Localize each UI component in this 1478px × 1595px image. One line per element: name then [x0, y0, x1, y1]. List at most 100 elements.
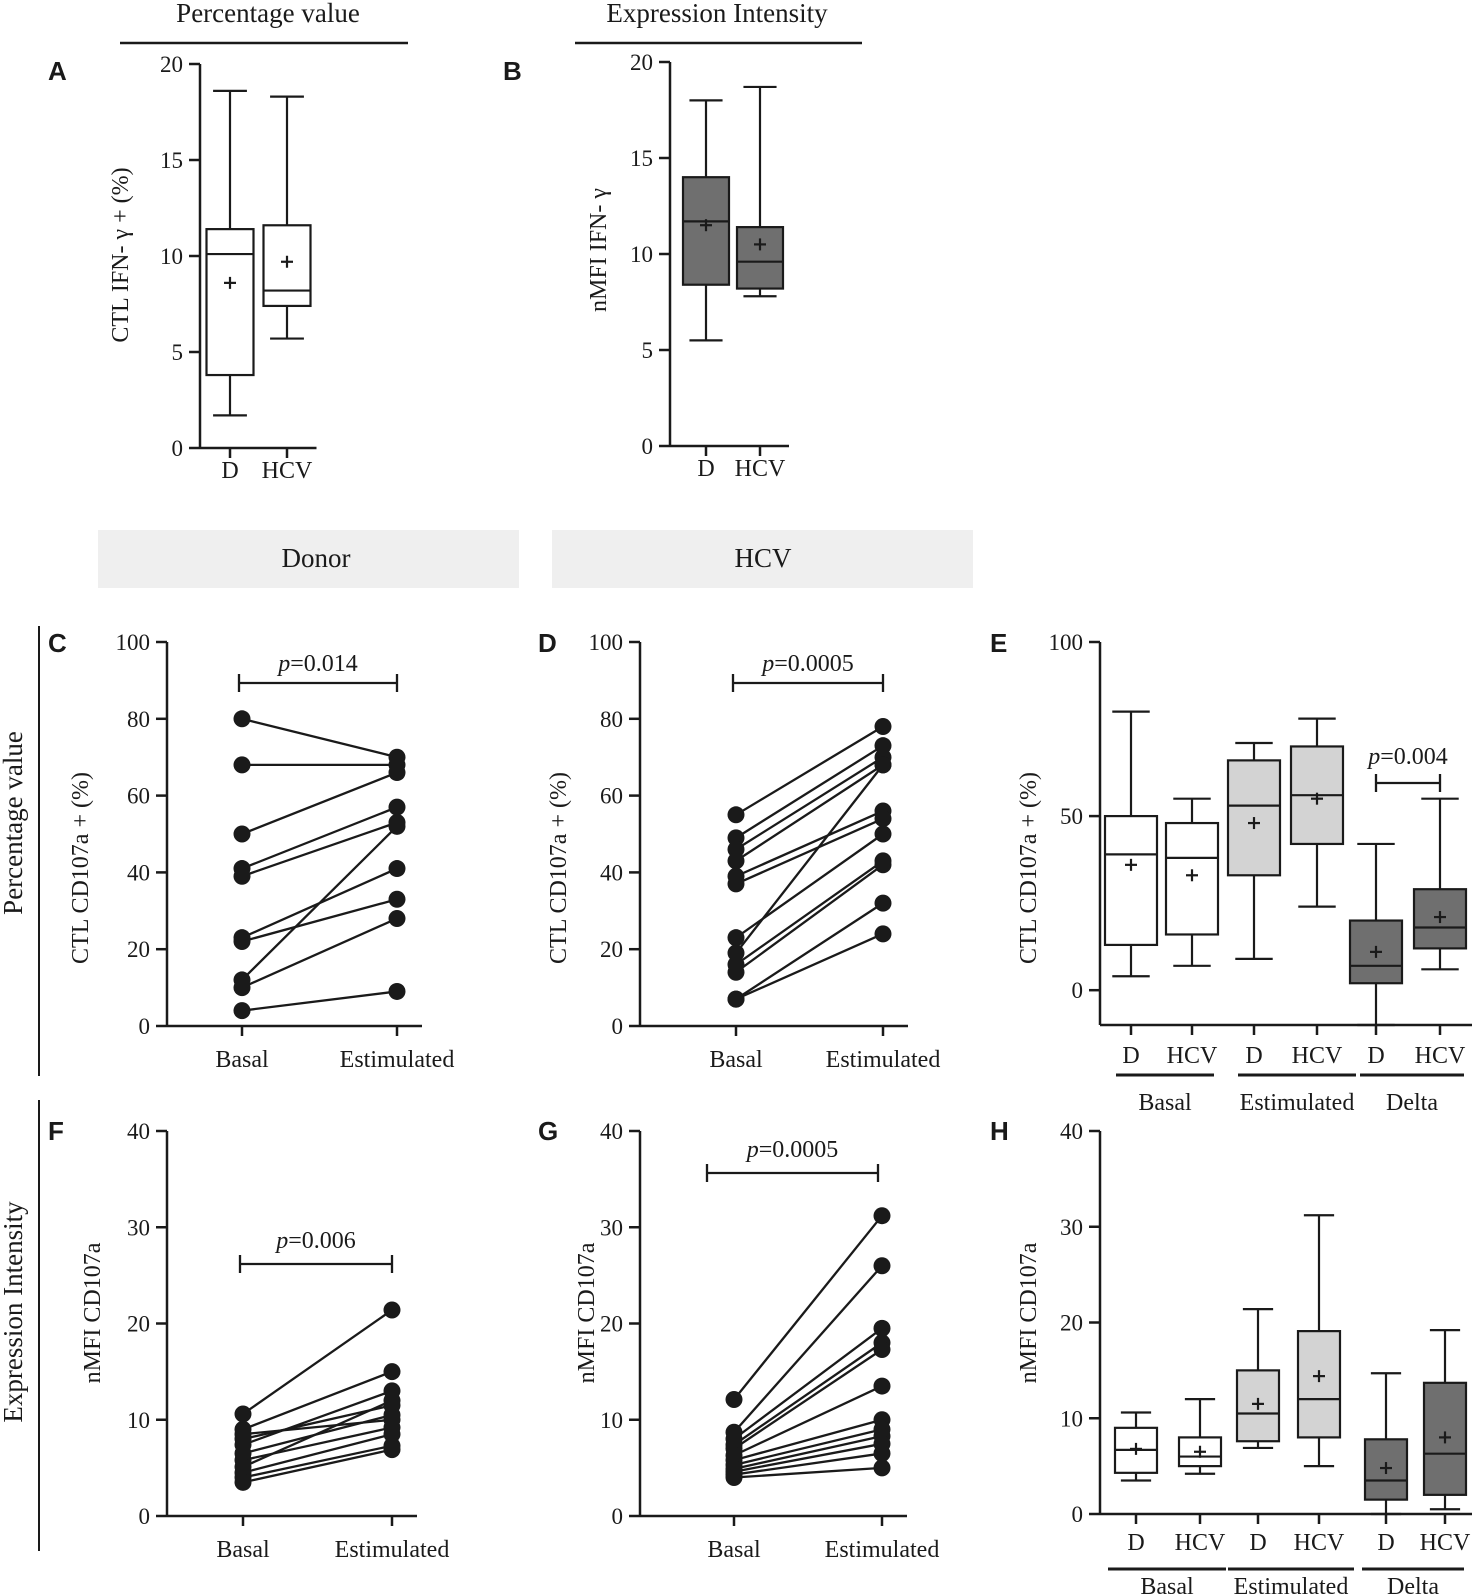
point-basal: [233, 1002, 251, 1020]
chart-E: E 0 50 100 CTL CD107a + (%) D HCV D HCV D HCV Basal…: [990, 628, 1472, 1116]
point-estimulated: [388, 860, 406, 878]
p-symbol: p: [1366, 744, 1380, 770]
point-basal: [727, 852, 745, 870]
pair-line: [735, 756, 884, 851]
x-tick-label: HCV: [1415, 1043, 1466, 1069]
p-value: =0.004: [1380, 744, 1448, 770]
x-tick-label: Basal: [216, 1537, 270, 1563]
pair-line: [733, 1348, 883, 1450]
point-estimulated: [873, 1459, 891, 1477]
pair-line: [241, 990, 398, 1012]
point-estimulated: [873, 1444, 891, 1462]
row-label-intensity: Expression Intensity: [0, 1201, 28, 1423]
x-tick-label: Basal: [215, 1047, 269, 1073]
group-label: Basal: [1138, 1090, 1192, 1116]
x-tick-label: HCV: [735, 456, 786, 482]
pair-line: [242, 1309, 393, 1415]
x-tick-label: HCV: [1175, 1530, 1226, 1556]
x-tick-label: D: [1377, 1530, 1394, 1556]
y-tick-label: 80: [127, 707, 150, 732]
panel-letter-D: D: [538, 628, 557, 658]
point-estimulated: [874, 856, 892, 874]
x-tick-label: Estimulated: [825, 1537, 940, 1563]
x-tick-label: D: [1122, 1043, 1139, 1069]
donor-band-label: Donor: [282, 543, 351, 573]
box-hcv: [735, 85, 785, 298]
hcv-band: [552, 530, 973, 588]
panel-letter-E: E: [990, 628, 1007, 658]
y-tick-label: 30: [127, 1215, 150, 1240]
y-tick-label: 100: [116, 630, 151, 655]
point-estimulated: [388, 764, 406, 782]
y-tick-label: 10: [1060, 1406, 1083, 1431]
box-iqr: [1296, 1330, 1342, 1439]
y-axis-label: nMFI IFN- γ: [586, 188, 612, 312]
x-tick-label: HCV: [1420, 1530, 1471, 1556]
x-tick-label: D: [1127, 1530, 1144, 1556]
y-axis-label: CTL CD107a + (%): [68, 772, 94, 964]
point-estimulated: [873, 1257, 891, 1275]
panel-letter-B: B: [503, 56, 522, 86]
pair-line: [733, 1434, 883, 1470]
pair-line: [733, 1341, 883, 1446]
point-estimulated: [873, 1340, 891, 1358]
group-label: Delta: [1387, 1574, 1439, 1595]
point-estimulated: [388, 909, 406, 927]
y-tick-label: 20: [600, 1312, 623, 1337]
p-value: =0.0005: [759, 1137, 839, 1163]
y-tick-label: 100: [589, 630, 624, 655]
y-tick-label: 40: [127, 1119, 150, 1144]
y-tick-label: 0: [612, 1504, 624, 1529]
point-basal: [727, 990, 745, 1008]
y-tick-label: 0: [1072, 978, 1084, 1003]
pair-line: [241, 821, 398, 878]
p-value: =0.006: [288, 1228, 356, 1254]
y-tick-label: 0: [172, 436, 184, 461]
x-tick-label: HCV: [1167, 1043, 1218, 1069]
point-estimulated: [873, 1319, 891, 1337]
x-tick-label: D: [221, 458, 238, 484]
panel-letter-G: G: [538, 1116, 558, 1146]
pair-line: [735, 859, 884, 966]
point-estimulated: [383, 1392, 401, 1409]
box-d: [205, 89, 255, 417]
p-symbol: p: [745, 1137, 759, 1163]
group-label: Delta: [1386, 1090, 1438, 1116]
group-label: Estimulated: [1240, 1090, 1355, 1116]
x-tick-label: D: [1245, 1043, 1262, 1069]
p-value-label: p=0.006: [274, 1228, 356, 1254]
pair-line: [242, 1370, 393, 1431]
pair-line: [735, 809, 884, 878]
x-tick-label: Estimulated: [826, 1047, 941, 1073]
point-estimulated: [874, 756, 892, 774]
point-estimulated: [383, 1301, 401, 1319]
pair-line: [242, 1444, 393, 1479]
y-axis-label: CTL IFN- γ + (%): [108, 167, 134, 342]
pair-line: [735, 833, 884, 939]
box-d: [681, 99, 731, 342]
y-tick-label: 10: [160, 244, 183, 269]
y-tick-label: 30: [600, 1215, 623, 1240]
y-tick-label: 60: [127, 784, 150, 809]
point-estimulated: [873, 1207, 891, 1225]
point-estimulated: [874, 825, 892, 843]
group-label: Basal: [1140, 1574, 1194, 1595]
p-value: =0.014: [290, 651, 358, 677]
box-iqr: [1164, 821, 1220, 936]
p-value-label: p=0.004: [1366, 744, 1448, 770]
p-value: =0.0005: [774, 651, 854, 677]
box-d: [1226, 741, 1282, 960]
pair-line: [733, 1214, 883, 1401]
p-value-label: p=0.014: [276, 651, 358, 677]
pair-line: [242, 1448, 393, 1484]
pair-line: [733, 1442, 883, 1473]
x-tick-label: Estimulated: [335, 1537, 450, 1563]
pair-line: [241, 717, 398, 759]
pair-line: [735, 725, 884, 816]
panel-letter-H: H: [990, 1116, 1009, 1146]
chart-C: C 0 20 40 60 80 100 CTL CD107a + (%) Basal Estimu…: [48, 628, 454, 1073]
y-tick-label: 20: [160, 52, 183, 77]
y-tick-label: 10: [127, 1408, 150, 1433]
point-estimulated: [874, 925, 892, 943]
